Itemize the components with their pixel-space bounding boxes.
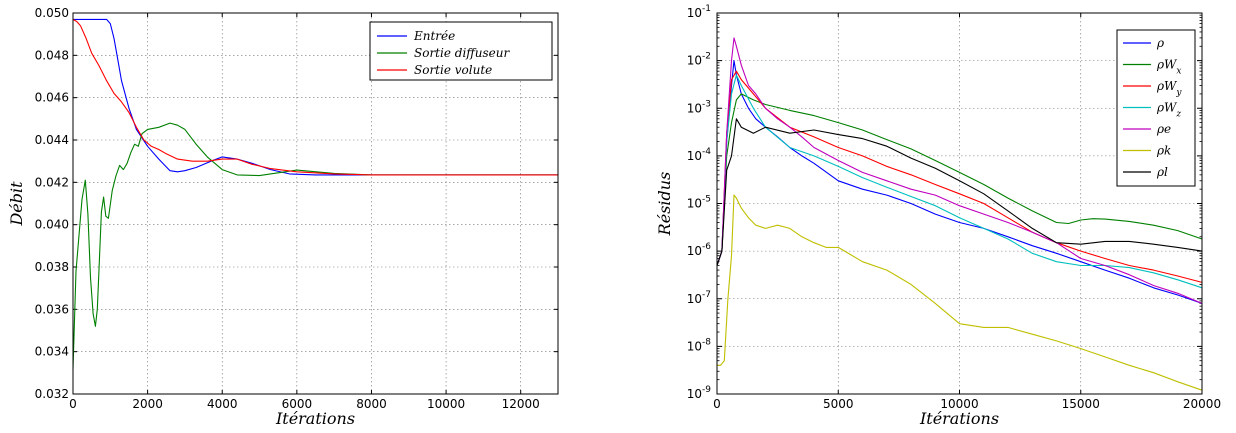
series-line-2 [72,18,558,176]
x-tick-label: 20000 [1183,397,1221,411]
x-tick-label: 4000 [207,397,238,411]
y-tick-exponent: -7 [702,290,711,300]
legend-label-4: ρe [1156,122,1171,136]
y-tick-label: 0.044 [35,133,69,147]
series-line-5 [717,194,1203,391]
x-tick-label: 10000 [427,397,465,411]
y-tick-base: 10 [687,54,702,68]
series-line-6 [716,118,1203,266]
plot-frame [716,12,1203,395]
y-tick-label: 0.048 [35,48,69,62]
y-tick-base: 10 [687,244,702,258]
y-tick-exponent: -9 [702,385,711,395]
y-tick-exponent: -4 [702,147,711,157]
x-tick-label: 15000 [1062,397,1100,411]
y-tick-label: 10-4 [687,147,712,163]
y-tick-label: 10-1 [687,4,711,20]
y-tick-exponent: -8 [702,337,711,347]
legend-label-2: Sortie volute [414,63,492,77]
y-tick-label: 10-9 [687,385,712,401]
y-tick-base: 10 [687,149,702,163]
y-tick-label: 0.046 [35,91,69,105]
legend-label-2: ρWy [1156,79,1182,98]
y-tick-label: 0.042 [35,175,69,189]
legend-label-0: Entrée [413,29,455,43]
y-tick-base: 10 [687,197,702,211]
y-tick-label: 0.050 [35,6,69,20]
x-tick-label: 6000 [282,397,313,411]
y-tick-base: 10 [687,101,702,115]
x-axis-label: Itérations [275,409,355,428]
legend-label-6: ρl [1156,165,1168,179]
y-tick-exponent: -2 [702,52,711,62]
y-tick-label: 10-2 [687,52,711,68]
y-tick-label: 0.034 [35,345,69,359]
y-tick-label: 10-3 [687,99,711,115]
series-line-1 [716,93,1203,266]
series-line-1 [72,122,558,369]
series-line-3 [716,74,1203,289]
x-tick-label: 10000 [940,397,978,411]
x-axis-label: Itérations [919,409,999,428]
x-tick-label: 0 [713,397,721,411]
left-chart-debit: 0 2000 4000 6000 8000 10000 12000 0.032 0.034 0.0… [7,6,559,428]
legend: ρ ρWx ρWy ρWz ρe ρk ρl [1116,29,1196,187]
y-tick-exponent: -5 [702,195,711,205]
y-tick-base: 10 [687,339,702,353]
y-tick-base: 10 [687,387,702,401]
y-tick-exponent: -3 [702,99,711,109]
y-tick-exponent: -1 [702,4,711,14]
y-tick-label: 10-8 [687,337,712,353]
y-tick-label: 0.038 [35,260,69,274]
x-tick-label: 12000 [502,397,540,411]
y-tick-exponent: -6 [702,242,711,252]
legend-label-1: ρWx [1156,58,1181,77]
legend: Entrée Sortie diffuseur Sortie volute [369,21,553,81]
y-tick-label: 10-6 [687,242,712,258]
series-line-2 [716,70,1203,283]
x-tick-label: 0 [69,397,77,411]
legend-label-0: ρ [1156,36,1164,50]
y-tick-label: 10-5 [687,195,711,211]
y-tick-base: 10 [687,6,702,20]
y-axis-label: Débit [7,181,26,227]
right-chart-residus: 0 5000 10000 15000 2000010-910-810-710-610-5… [655,4,1221,428]
series-line-0 [73,18,558,176]
y-axis-label: Résidus [655,172,674,237]
y-tick-label: 0.032 [35,387,69,401]
x-tick-label: 8000 [356,397,387,411]
x-tick-label: 2000 [132,397,163,411]
x-tick-label: 5000 [823,397,854,411]
legend-label-1: Sortie diffuseur [414,46,510,60]
y-tick-label: 0.040 [35,218,69,232]
y-tick-label: 0.036 [35,302,69,316]
legend-label-5: ρk [1156,144,1171,158]
plot-frame [72,12,559,395]
y-tick-base: 10 [687,292,702,306]
legend-label-3: ρWz [1156,101,1181,120]
y-tick-label: 10-7 [687,290,711,306]
series-line-4 [716,37,1203,304]
